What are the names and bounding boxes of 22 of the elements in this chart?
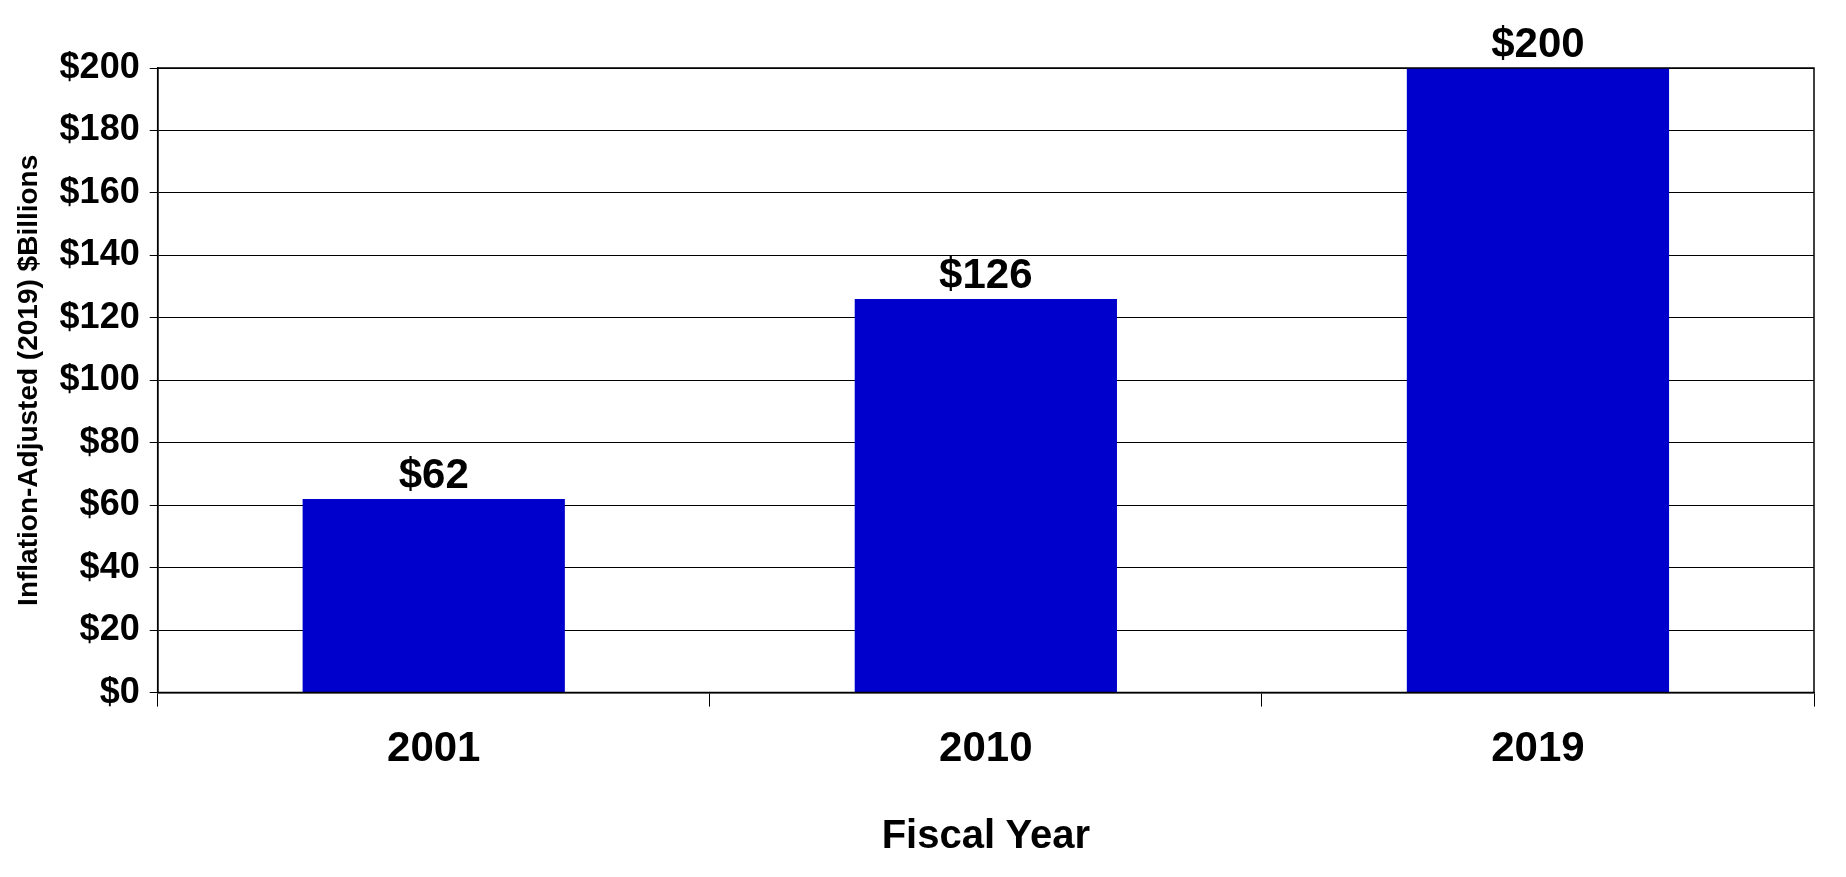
x-axis-title: Fiscal Year bbox=[881, 812, 1091, 857]
y-tick-label: $80 bbox=[79, 419, 140, 461]
data-label: $200 bbox=[1491, 18, 1585, 66]
y-tick-label: $40 bbox=[79, 544, 140, 586]
data-label: $62 bbox=[398, 449, 469, 497]
y-tick-label: $140 bbox=[59, 232, 140, 274]
y-tick-label: $0 bbox=[99, 669, 140, 711]
y-tick-label: $60 bbox=[79, 482, 140, 524]
bar bbox=[1406, 68, 1670, 693]
y-axis-title: Inflation-Adjusted (2019) $Billions bbox=[11, 154, 43, 606]
bar bbox=[854, 299, 1117, 693]
x-tick-label: 2019 bbox=[1491, 723, 1585, 771]
y-tick-label: $20 bbox=[79, 607, 140, 649]
bar bbox=[302, 498, 565, 693]
y-tick-label: $200 bbox=[59, 44, 140, 86]
y-tick-label: $180 bbox=[59, 107, 140, 149]
y-tick-label: $160 bbox=[59, 169, 140, 211]
data-label: $126 bbox=[939, 249, 1033, 297]
x-tick-label: 2010 bbox=[939, 723, 1033, 771]
y-tick-label: $120 bbox=[59, 294, 140, 336]
x-tick-label: 2001 bbox=[387, 723, 481, 771]
y-tick-label: $100 bbox=[59, 357, 140, 399]
